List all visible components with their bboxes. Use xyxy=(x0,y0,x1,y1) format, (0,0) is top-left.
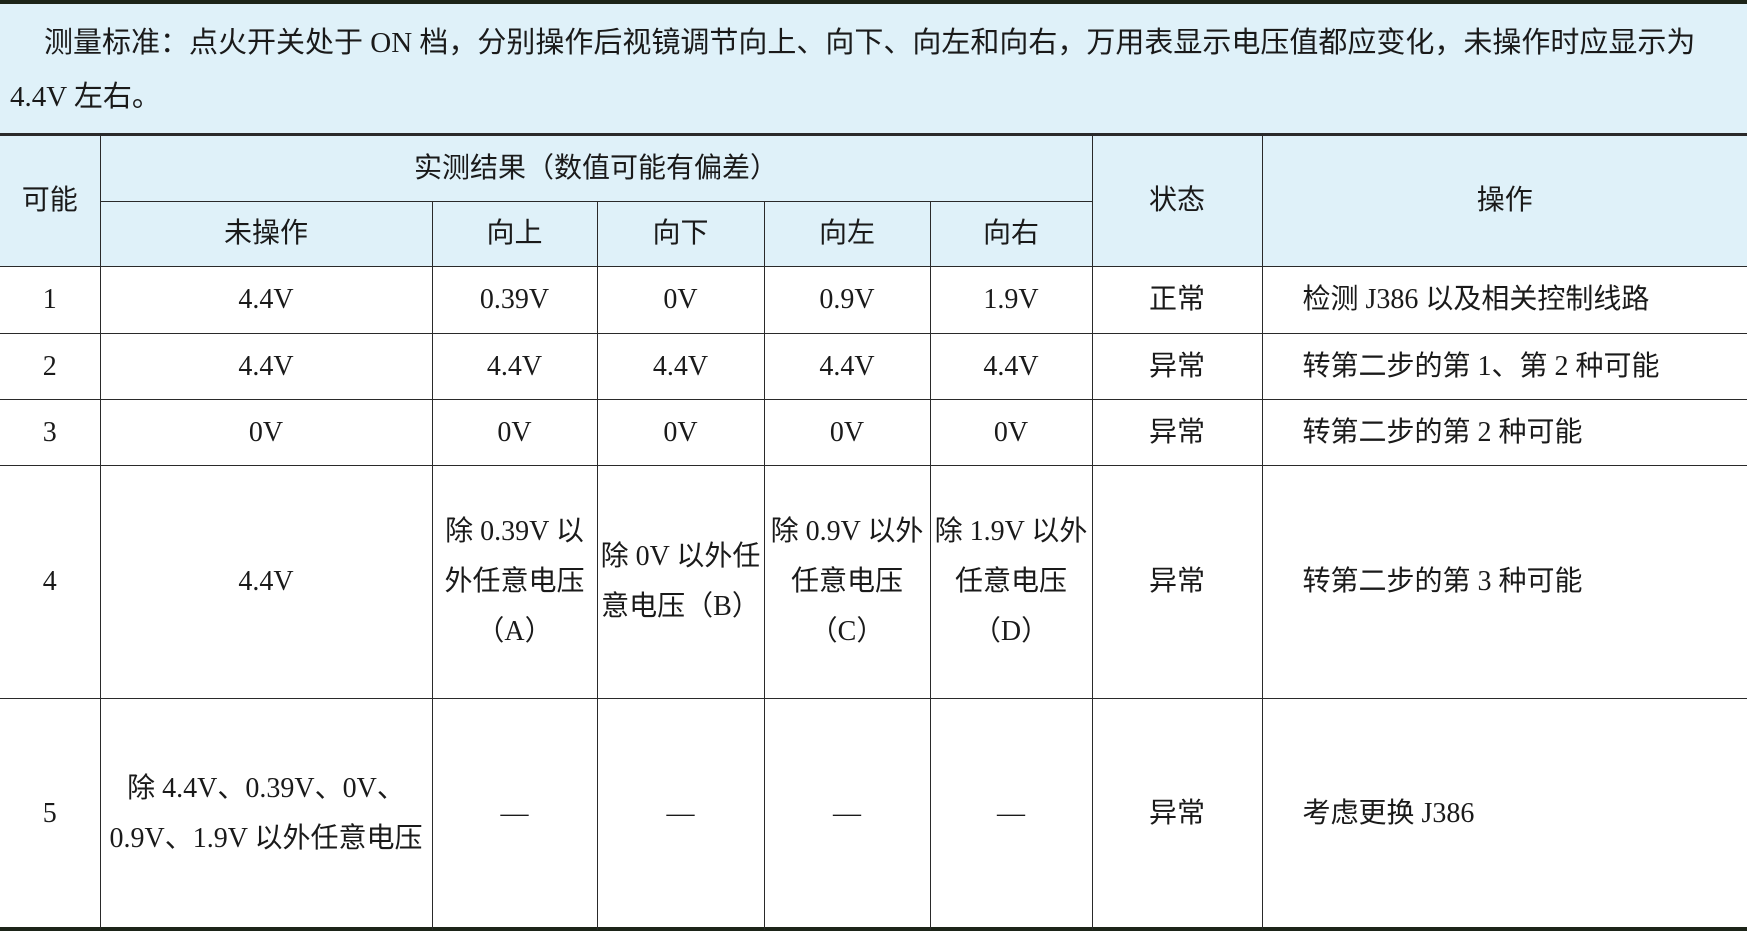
header-right: 向右 xyxy=(929,201,1093,267)
header-left: 向左 xyxy=(763,201,931,267)
header-action: 操作 xyxy=(1261,133,1747,267)
action-cell: 转第二步的第 2 种可能 xyxy=(1261,399,1747,466)
measured-value: 4.4V xyxy=(596,333,765,400)
measured-value: 除 0V 以外任意电压（B） xyxy=(596,465,765,699)
measured-value: 0V xyxy=(431,399,598,466)
measured-value: 0V xyxy=(596,266,765,334)
measured-value: 0.9V xyxy=(763,266,931,334)
header-down: 向下 xyxy=(596,201,765,267)
measured-value: 0.39V xyxy=(431,266,598,334)
measured-value: — xyxy=(763,698,931,930)
measured-value: 0V xyxy=(596,399,765,466)
status-cell: 异常 xyxy=(1091,698,1263,930)
row-number: 3 xyxy=(0,399,101,466)
measured-value: — xyxy=(596,698,765,930)
status-cell: 异常 xyxy=(1091,465,1263,699)
status-cell: 正常 xyxy=(1091,266,1263,334)
measured-value: 除 4.4V、0.39V、0V、0.9V、1.9V 以外任意电压 xyxy=(99,698,433,930)
row-number: 4 xyxy=(0,465,101,699)
row-number: 2 xyxy=(0,333,101,400)
measured-value: — xyxy=(929,698,1093,930)
measurement-standard-note: 测量标准：点火开关处于 ON 档，分别操作后视镜调节向上、向下、向左和向右，万用… xyxy=(0,4,1747,133)
measured-value: 0V xyxy=(99,399,433,466)
header-result: 实测结果（数值可能有偏差） xyxy=(99,133,1093,202)
row-number: 1 xyxy=(0,266,101,334)
measured-value: 4.4V xyxy=(99,266,433,334)
measured-value: 除 0.9V 以外任意电压（C） xyxy=(763,465,931,699)
action-cell: 转第二步的第 1、第 2 种可能 xyxy=(1261,333,1747,400)
action-cell: 考虑更换 J386 xyxy=(1261,698,1747,930)
measured-value: 0V xyxy=(929,399,1093,466)
measured-value: 1.9V xyxy=(929,266,1093,334)
results-table: 可能 实测结果（数值可能有偏差） 状态 操作 未操作 向上 向下 向左 向右 1… xyxy=(0,133,1747,930)
status-cell: 异常 xyxy=(1091,399,1263,466)
header-status: 状态 xyxy=(1091,133,1263,267)
table-row: 2 4.4V 4.4V 4.4V 4.4V 4.4V 异常 转第二步的第 1、第 2 种可能 xyxy=(0,333,1747,400)
action-cell: 转第二步的第 3 种可能 xyxy=(1261,465,1747,699)
measured-value: 4.4V xyxy=(99,465,433,699)
table-row: 3 0V 0V 0V 0V 0V 异常 转第二步的第 2 种可能 xyxy=(0,399,1747,466)
measured-value: 4.4V xyxy=(763,333,931,400)
measured-value: 除 0.39V 以外任意电压（A） xyxy=(431,465,598,699)
measured-value: — xyxy=(431,698,598,930)
measured-value: 0V xyxy=(763,399,931,466)
header-possible: 可能 xyxy=(0,133,101,267)
header-up: 向上 xyxy=(431,201,598,267)
measured-value: 4.4V xyxy=(431,333,598,400)
action-cell: 检测 J386 以及相关控制线路 xyxy=(1261,266,1747,334)
measured-value: 4.4V xyxy=(99,333,433,400)
header-none: 未操作 xyxy=(100,201,433,267)
table-row: 4 4.4V 除 0.39V 以外任意电压（A）除 0V 以外任意电压（B）除 0.… xyxy=(0,465,1747,699)
measured-value: 除 1.9V 以外任意电压（D） xyxy=(929,465,1093,699)
row-number: 5 xyxy=(0,698,101,930)
table-row: 1 4.4V 0.39V 0V 0.9V 1.9V 正常 检测 J386 以及相关控制线路 xyxy=(0,266,1747,334)
measured-value: 4.4V xyxy=(929,333,1093,400)
status-cell: 异常 xyxy=(1091,333,1263,400)
